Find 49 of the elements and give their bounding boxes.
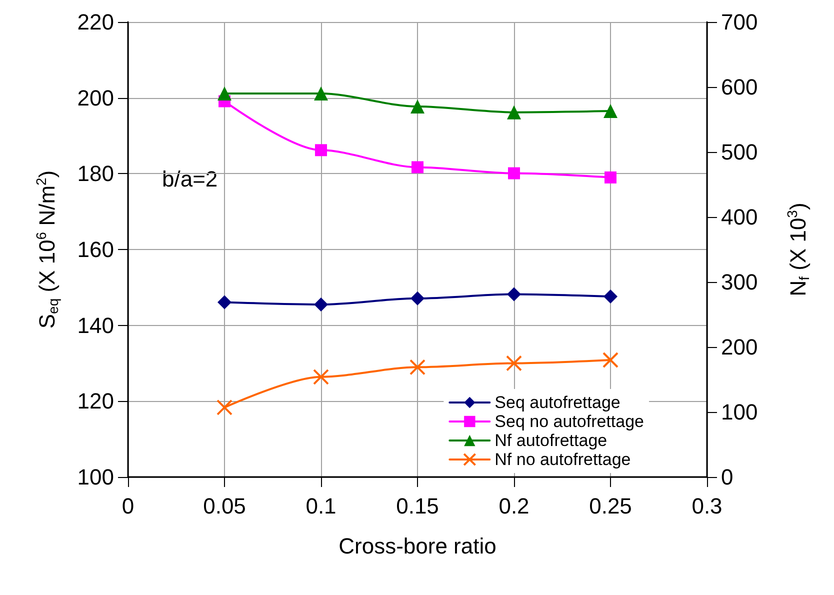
y2-axis-title: Nf (X 103) — [784, 202, 812, 296]
point — [216, 399, 232, 416]
x-axis-title: Cross-bore ratio — [338, 534, 496, 558]
y-tick-label: 180 — [77, 161, 114, 186]
point — [313, 368, 329, 385]
point — [218, 295, 232, 310]
legend-label: Seq autofrettage — [494, 393, 620, 412]
point — [410, 291, 424, 306]
point — [508, 167, 520, 180]
point — [218, 86, 232, 100]
y2-tick-label: 300 — [721, 270, 758, 294]
y2-tick-label: 600 — [721, 74, 758, 100]
point — [314, 86, 328, 100]
point — [410, 100, 424, 114]
y-tick-label: 220 — [77, 10, 114, 34]
point — [507, 105, 521, 120]
point — [604, 104, 618, 118]
x-tick-label: 0.15 — [396, 494, 439, 518]
point — [602, 352, 618, 368]
annotation: b/a=2 — [162, 166, 218, 192]
y2-tick-label: 200 — [721, 334, 758, 360]
y-tick-label: 140 — [77, 312, 114, 338]
point — [506, 355, 522, 372]
legend-label: Nf no autofrettage — [494, 450, 631, 469]
y2-tick-label: 500 — [721, 140, 758, 164]
y2-tick-label: 100 — [721, 400, 758, 424]
x-tick-label: 0 — [122, 494, 134, 518]
point — [604, 171, 616, 184]
y-tick-label: 120 — [77, 388, 114, 414]
y2-tick-label: 400 — [721, 204, 758, 230]
point — [507, 287, 521, 302]
x-tick-label: 0.2 — [498, 494, 530, 518]
legend-label: Nf autofrettage — [494, 431, 608, 450]
legend-label: Seq no autofrettage — [494, 412, 644, 431]
y-axis-title: Seq (X 106 N/m2) — [33, 170, 61, 329]
x-tick-label: 0.1 — [306, 494, 336, 518]
x-tick-label: 0.25 — [589, 494, 632, 518]
point — [604, 290, 618, 304]
x-tick-label: 0.05 — [203, 494, 246, 518]
y2-tick-label: 700 — [721, 10, 758, 34]
y-tick-label: 100 — [77, 464, 114, 490]
point — [314, 297, 328, 312]
point — [410, 359, 426, 376]
y-tick-label: 160 — [77, 237, 114, 262]
point — [412, 161, 424, 174]
y-tick-label: 200 — [77, 85, 114, 110]
y2-tick-label: 0 — [721, 464, 734, 490]
point — [315, 144, 327, 156]
x-tick-label: 0.3 — [692, 494, 722, 518]
